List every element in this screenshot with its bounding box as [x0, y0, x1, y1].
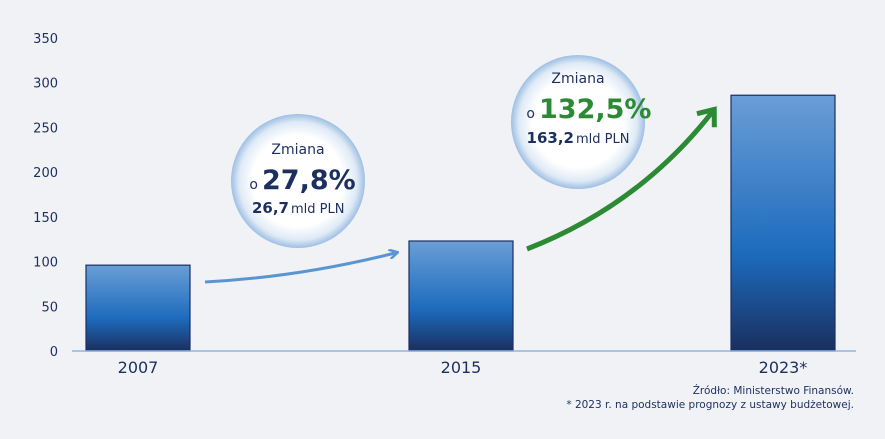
y-tick-label: 300 [33, 77, 58, 92]
x-axis: 2007 2015 2023* [118, 358, 808, 377]
bubble-1-unit: mld PLN [291, 202, 344, 217]
bar-2 [730, 94, 836, 352]
arrow-2015-2023 [526, 106, 717, 252]
bubble-1-label: Zmiana [271, 142, 324, 158]
y-tick-label: 0 [50, 345, 58, 360]
bubble-2-prefix: o [526, 106, 535, 122]
bars [85, 94, 836, 352]
bubble-2-label: Zmiana [551, 71, 604, 87]
bubble-2-percent: 132,5% [539, 94, 651, 125]
x-tick-label: 2015 [441, 358, 482, 377]
bubble-1-amount: 26,7 [252, 199, 289, 217]
y-tick-label: 100 [33, 256, 58, 271]
x-tick-label: 2007 [118, 358, 159, 377]
source-text: Źródło: Ministerstwo Finansów. [693, 384, 854, 397]
y-tick-label: 200 [33, 166, 58, 181]
bubble-1-percent: 27,8% [262, 165, 356, 196]
bar-0 [85, 264, 191, 352]
bubble-1-prefix: o [249, 177, 258, 193]
y-tick-label: 250 [33, 121, 58, 136]
arrow-2007-2015 [204, 253, 395, 284]
bubble-2-unit: mld PLN [576, 132, 629, 147]
footnote-text: * 2023 r. na podstawie prognozy z ustawy… [566, 399, 854, 411]
change-bubble-2: Zmiana o 132,5% 163,2 mld PLN [511, 55, 651, 189]
y-tick-label: 50 [41, 300, 58, 315]
bar-1 [408, 240, 514, 352]
y-axis: 0 50 100 150 200 250 300 350 [33, 32, 58, 360]
change-bubble-1: Zmiana o 27,8% 26,7 mld PLN [231, 114, 365, 248]
y-tick-label: 350 [33, 32, 58, 47]
x-tick-label: 2023* [759, 358, 808, 377]
y-tick-label: 150 [33, 211, 58, 226]
bubble-2-amount: 163,2 [527, 129, 574, 147]
